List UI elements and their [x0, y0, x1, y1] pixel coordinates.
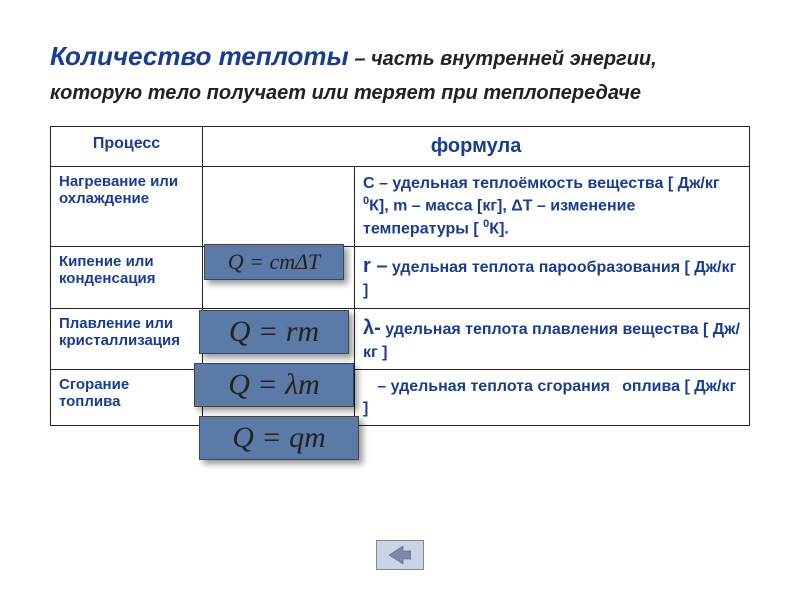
formula-box: Q = λm: [194, 363, 354, 407]
formula-box: Q = cmΔT: [204, 244, 344, 280]
page-title: Количество теплоты – часть внутренней эн…: [50, 40, 750, 108]
desc-cell: q – удельная теплота сгорания топлива [ …: [355, 370, 750, 426]
table-row: Сгорание топлива q – удельная теплота сг…: [51, 370, 750, 426]
title-main: Количество теплоты: [50, 41, 349, 71]
formula-text: Q = rm: [229, 315, 319, 349]
back-arrow-icon: [389, 546, 411, 564]
table-row: Кипение или конденсация r – удельная теп…: [51, 247, 750, 309]
formula-text: Q = qm: [232, 421, 326, 455]
formula-text: Q = cmΔT: [228, 249, 321, 275]
formula-box: Q = qm: [199, 416, 359, 460]
process-cell: Нагревание или охлаждение: [51, 166, 203, 246]
col-header-process: Процесс: [51, 126, 203, 166]
table-row: Нагревание или охлаждение C – удельная т…: [51, 166, 750, 246]
desc-cell: λ- удельная теплота плавления вещества […: [355, 308, 750, 370]
col-header-formula: формула: [203, 126, 750, 166]
back-button[interactable]: [376, 540, 424, 570]
process-cell: Сгорание топлива: [51, 370, 203, 426]
table-row: Плавление или кристаллизация λ- удельная…: [51, 308, 750, 370]
formula-text: Q = λm: [228, 368, 320, 402]
desc-cell: C – удельная теплоёмкость вещества [ Дж/…: [355, 166, 750, 246]
process-cell: Плавление или кристаллизация: [51, 308, 203, 370]
heat-table: Процесс формула Нагревание или охлаждени…: [50, 126, 750, 427]
table-header-row: Процесс формула: [51, 126, 750, 166]
process-cell: Кипение или конденсация: [51, 247, 203, 309]
formula-box: Q = rm: [199, 310, 349, 354]
desc-cell: r – удельная теплота парообразования [ Д…: [355, 247, 750, 309]
formula-cell: [203, 166, 355, 246]
